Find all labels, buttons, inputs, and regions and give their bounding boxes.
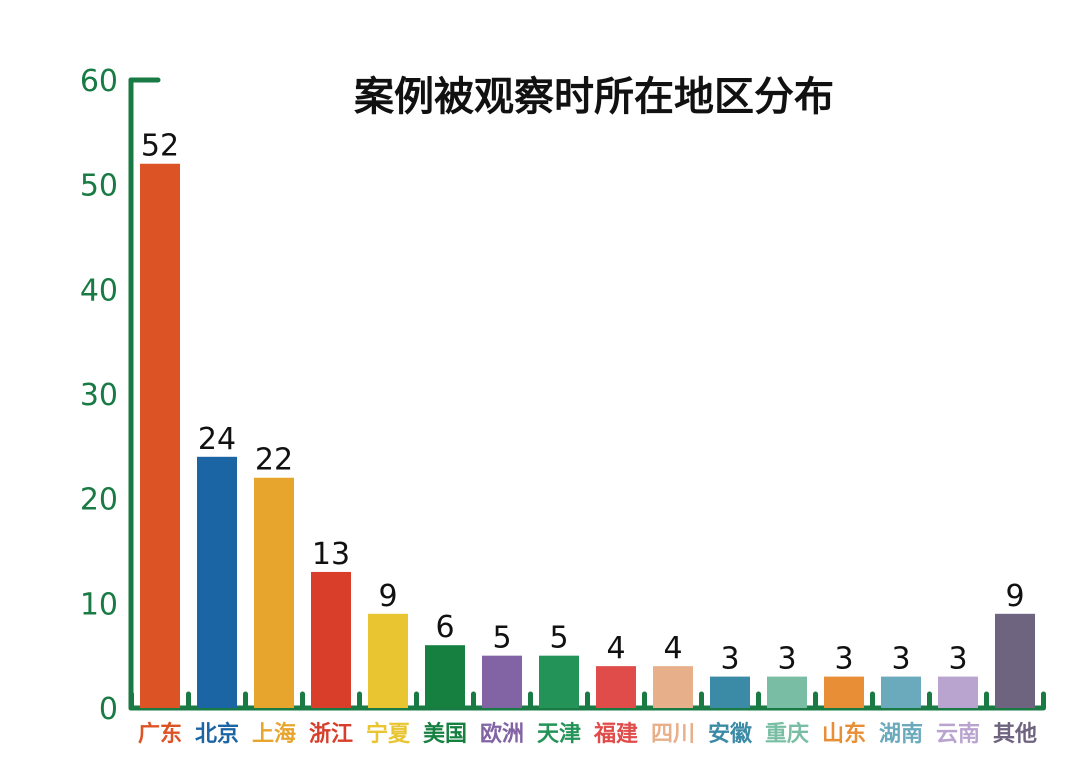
bar bbox=[254, 477, 294, 708]
x-tick-label: 其他 bbox=[993, 722, 1037, 747]
x-labels: 广东 北京 上海 浙江 宁夏 美国 欧洲 天津 福建 四川 安徽 重庆 山东 湖南 云南 其他 bbox=[138, 721, 1037, 747]
value-label: 3 bbox=[891, 642, 910, 677]
x-tick-label: 四川 bbox=[651, 722, 695, 747]
value-label: 3 bbox=[834, 642, 853, 677]
bar bbox=[482, 655, 522, 708]
x-tick-label: 欧洲 bbox=[480, 721, 524, 747]
value-label: 52 bbox=[141, 129, 179, 164]
value-label: 3 bbox=[720, 642, 739, 677]
bar bbox=[140, 163, 180, 708]
bar bbox=[539, 655, 579, 708]
value-label: 5 bbox=[492, 621, 511, 656]
value-label: 4 bbox=[606, 631, 625, 666]
bar bbox=[938, 676, 978, 708]
bar bbox=[767, 676, 807, 708]
bar bbox=[881, 676, 921, 708]
x-tick-label: 上海 bbox=[252, 721, 296, 747]
x-tick-label: 山东 bbox=[822, 721, 866, 747]
bar bbox=[197, 456, 237, 708]
y-tick-label: 60 bbox=[80, 64, 118, 99]
value-label: 5 bbox=[549, 621, 568, 656]
y-tick-label: 50 bbox=[80, 169, 118, 204]
value-label: 3 bbox=[948, 642, 967, 677]
value-label: 3 bbox=[777, 642, 796, 677]
value-label: 24 bbox=[198, 422, 236, 457]
x-tick-label: 福建 bbox=[593, 722, 638, 747]
x-tick-label: 浙江 bbox=[309, 722, 353, 747]
bar bbox=[995, 613, 1035, 708]
value-labels: 52 24 22 13 9 6 5 5 4 4 3 3 3 3 3 9 bbox=[141, 129, 1025, 677]
bar bbox=[425, 645, 465, 708]
bar bbox=[653, 666, 693, 708]
x-tick-label: 北京 bbox=[195, 721, 239, 747]
value-label: 13 bbox=[312, 537, 350, 572]
x-tick-label: 广东 bbox=[138, 721, 182, 747]
value-label: 9 bbox=[1005, 579, 1024, 614]
bar bbox=[596, 666, 636, 708]
bars bbox=[140, 163, 1035, 708]
x-tick-label: 云南 bbox=[936, 722, 980, 747]
value-label: 4 bbox=[663, 631, 682, 666]
y-tick-label: 40 bbox=[80, 273, 118, 308]
x-tick-label: 天津 bbox=[537, 721, 581, 747]
chart-title: 案例被观察时所在地区分布 bbox=[354, 74, 834, 120]
value-label: 22 bbox=[255, 443, 293, 478]
x-tick-label: 湖南 bbox=[879, 722, 923, 747]
value-label: 6 bbox=[435, 610, 454, 645]
bar bbox=[311, 571, 351, 708]
x-tick-label: 安徽 bbox=[708, 721, 753, 747]
value-label: 9 bbox=[378, 579, 397, 614]
bar bbox=[710, 676, 750, 708]
bar bbox=[824, 676, 864, 708]
y-tick-label: 20 bbox=[80, 483, 118, 518]
x-tick-label: 美国 bbox=[423, 721, 467, 747]
x-tick-label: 宁夏 bbox=[366, 721, 411, 747]
y-ticks: 0 10 20 30 40 50 60 bbox=[80, 64, 118, 727]
x-tick-label: 重庆 bbox=[765, 721, 809, 747]
y-tick-label: 0 bbox=[99, 692, 118, 727]
y-tick-label: 10 bbox=[80, 587, 118, 622]
bar bbox=[368, 613, 408, 708]
y-tick-label: 30 bbox=[80, 378, 118, 413]
